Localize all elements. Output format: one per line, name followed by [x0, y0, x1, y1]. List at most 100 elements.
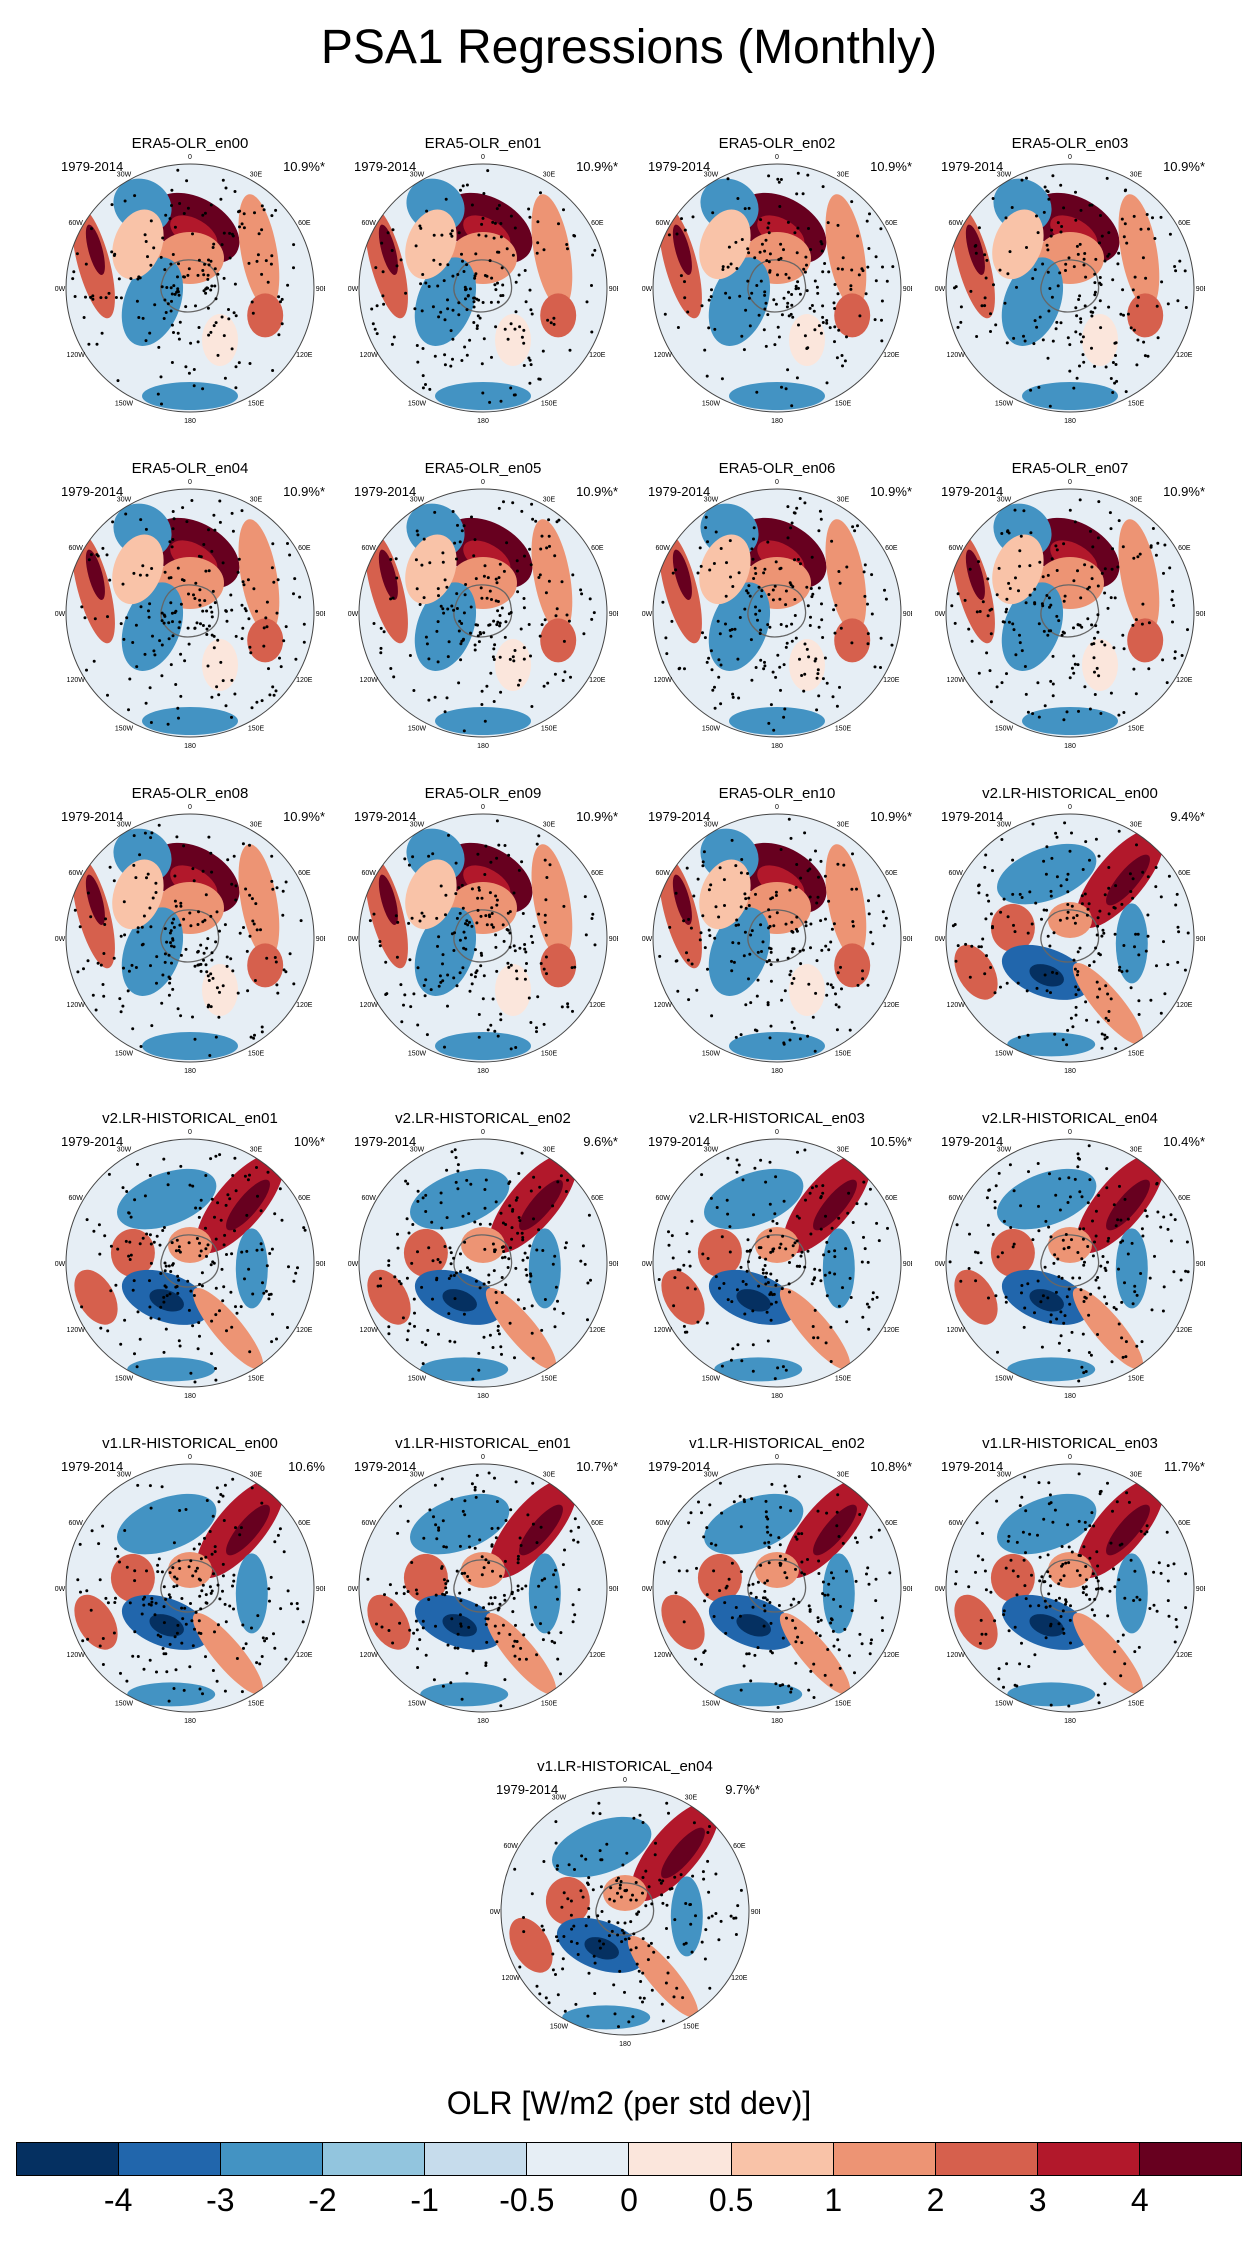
- significance-dot: [197, 1215, 201, 1219]
- significance-dot: [206, 974, 210, 978]
- lon-label: 120W: [654, 677, 673, 684]
- significance-dot: [209, 605, 213, 609]
- lon-label: 120E: [589, 352, 606, 359]
- significance-dot: [162, 1621, 166, 1625]
- significance-dot: [222, 1285, 226, 1289]
- significance-dot: [1072, 916, 1076, 920]
- significance-dot: [496, 250, 499, 254]
- significance-dot: [1079, 208, 1083, 212]
- significance-dot: [210, 695, 214, 699]
- significance-dot: [825, 321, 829, 325]
- significance-dot: [719, 663, 723, 667]
- significance-dot: [415, 344, 419, 347]
- significance-dot: [1133, 1650, 1137, 1654]
- significance-dot: [168, 977, 172, 981]
- significance-dot: [458, 911, 462, 915]
- variance-percent: 9.7%*: [725, 1782, 760, 1797]
- significance-dot: [161, 973, 165, 977]
- significance-dot: [530, 1304, 534, 1308]
- significance-dot: [274, 689, 278, 693]
- significance-dot: [182, 1688, 186, 1692]
- significance-dot: [543, 913, 547, 917]
- significance-dot: [752, 577, 756, 580]
- significance-dot: [1076, 1152, 1080, 1156]
- significance-dot: [1065, 1295, 1069, 1299]
- significance-dot: [1093, 1597, 1097, 1601]
- significance-dot: [1053, 1253, 1057, 1257]
- significance-dot: [826, 982, 830, 986]
- significance-dot: [177, 626, 181, 630]
- significance-dot: [487, 1602, 491, 1606]
- anomaly-region: [117, 1168, 217, 1230]
- significance-dot: [165, 1294, 169, 1298]
- significance-dot: [1094, 1278, 1098, 1282]
- lon-label: 120E: [589, 1327, 606, 1334]
- significance-dot: [771, 1219, 775, 1223]
- significance-dot: [778, 1543, 782, 1547]
- significance-dot: [607, 1920, 611, 1924]
- significance-dot: [592, 611, 596, 615]
- significance-dot: [187, 267, 191, 271]
- significance-dot: [1133, 1284, 1137, 1288]
- significance-dot: [452, 949, 456, 952]
- significance-dot: [119, 934, 123, 938]
- significance-dot: [1020, 896, 1024, 899]
- significance-dot: [547, 518, 551, 522]
- period-label: 1979-2014: [941, 1459, 1004, 1474]
- anomaly-region: [990, 1553, 1035, 1602]
- significance-dot: [201, 1583, 205, 1587]
- significance-dot: [789, 1509, 793, 1513]
- significance-dot: [778, 597, 782, 601]
- significance-dot: [193, 1380, 197, 1384]
- significance-dot: [590, 617, 594, 621]
- significance-dot: [557, 222, 560, 226]
- significance-dot: [211, 1514, 215, 1518]
- significance-dot: [727, 245, 731, 249]
- significance-dot: [624, 1889, 628, 1893]
- significance-dot: [443, 318, 447, 322]
- significance-dot: [433, 354, 437, 358]
- significance-dot: [1162, 1285, 1166, 1289]
- significance-dot: [488, 259, 492, 263]
- significance-dot: [427, 854, 431, 858]
- significance-dot: [779, 566, 783, 570]
- significance-dot: [1037, 1229, 1041, 1233]
- significance-dot: [491, 1346, 495, 1349]
- significance-dot: [509, 386, 513, 390]
- significance-dot: [573, 1613, 577, 1617]
- significance-dot: [759, 1563, 763, 1567]
- significance-dot: [780, 1287, 784, 1291]
- significance-dot: [173, 225, 177, 229]
- significance-dot: [110, 203, 114, 207]
- significance-dot: [535, 1030, 538, 1034]
- significance-dot: [270, 1340, 274, 1344]
- lon-label: 120W: [67, 677, 86, 684]
- significance-dot: [547, 2001, 551, 2005]
- significance-dot: [1077, 298, 1081, 301]
- significance-dot: [206, 937, 210, 941]
- significance-dot: [196, 340, 200, 344]
- significance-dot: [684, 1902, 688, 1905]
- lon-label: 30E: [1130, 1472, 1143, 1479]
- significance-dot: [183, 659, 187, 663]
- significance-dot: [778, 665, 782, 669]
- anomaly-region: [603, 1875, 647, 1911]
- significance-dot: [544, 898, 548, 902]
- significance-dot: [543, 1577, 547, 1581]
- significance-dot: [825, 1240, 829, 1244]
- significance-dot: [1059, 321, 1063, 325]
- lon-label: 60W: [655, 220, 670, 227]
- significance-dot: [537, 912, 541, 916]
- significance-dot: [237, 557, 241, 561]
- significance-dot: [769, 1621, 773, 1625]
- significance-dot: [497, 506, 501, 510]
- significance-dot: [789, 526, 793, 530]
- significance-dot: [409, 1005, 413, 1009]
- lon-label: 180: [619, 2041, 631, 2046]
- lon-label: 120W: [360, 1327, 379, 1334]
- significance-dot: [163, 614, 167, 618]
- significance-dot: [536, 241, 540, 245]
- significance-dot: [1099, 1586, 1103, 1590]
- anomaly-region: [528, 1228, 561, 1309]
- significance-dot: [250, 897, 254, 901]
